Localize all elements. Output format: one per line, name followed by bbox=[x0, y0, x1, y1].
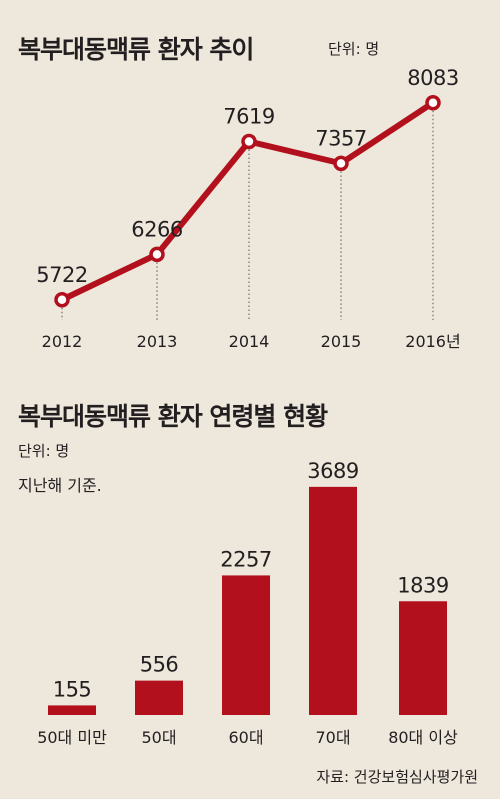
data-point-3 bbox=[333, 155, 349, 172]
line-chart: 5722 2012 6266 2013 7619 2014 7357 2015 8083 2016… bbox=[36, 66, 460, 351]
x-tick-label-1: 2013 bbox=[137, 332, 178, 351]
bar-category-label-4: 80대 이상 bbox=[388, 728, 458, 747]
bar-0 bbox=[48, 705, 96, 715]
data-label-2: 7619 bbox=[223, 105, 274, 129]
line-chart-title: 복부대동맥류 환자 추이 bbox=[18, 35, 254, 64]
bar-category-label-2: 60대 bbox=[228, 728, 263, 747]
bar-value-label-2: 2257 bbox=[220, 547, 271, 571]
bar-chart-note: 지난해 기준. bbox=[18, 476, 102, 495]
bar-value-label-4: 1839 bbox=[397, 573, 448, 597]
bar-4 bbox=[399, 601, 447, 715]
bar-category-label-1: 50대 bbox=[141, 728, 176, 747]
bar-2 bbox=[222, 575, 270, 715]
line-chart-unit: 단위: 명 bbox=[328, 40, 380, 58]
x-tick-label-0: 2012 bbox=[42, 332, 83, 351]
series-line bbox=[60, 100, 435, 303]
data-point-1 bbox=[149, 246, 165, 263]
data-label-0: 5722 bbox=[36, 263, 87, 287]
x-tick-label-4: 2016년 bbox=[405, 332, 460, 351]
bar-category-label-0: 50대 미만 bbox=[37, 728, 107, 747]
bar-3 bbox=[309, 486, 357, 715]
data-point-4 bbox=[425, 95, 441, 111]
data-label-1: 6266 bbox=[131, 217, 183, 241]
bar-category-label-3: 70대 bbox=[315, 728, 350, 747]
bar-chart-title: 복부대동맥류 환자 연령별 현황 bbox=[18, 402, 328, 431]
bar-chart-unit: 단위: 명 bbox=[18, 442, 70, 460]
bar-1 bbox=[135, 680, 183, 715]
bar-value-label-1: 556 bbox=[140, 653, 179, 677]
data-label-3: 7357 bbox=[315, 126, 366, 150]
x-tick-label-3: 2015 bbox=[321, 332, 362, 351]
bar-value-label-3: 3689 bbox=[307, 459, 358, 483]
x-tick-label-2: 2014 bbox=[229, 332, 270, 351]
bar-chart: 155 50대 미만 556 50대 2257 60대 3689 70대 1839 80대 이상 bbox=[37, 459, 458, 747]
data-label-4: 8083 bbox=[407, 66, 458, 90]
data-point-2 bbox=[241, 133, 257, 150]
source-note: 자료: 건강보험심사평가원 bbox=[316, 768, 478, 786]
data-point-0 bbox=[54, 292, 70, 308]
bar-value-label-0: 155 bbox=[53, 677, 92, 701]
